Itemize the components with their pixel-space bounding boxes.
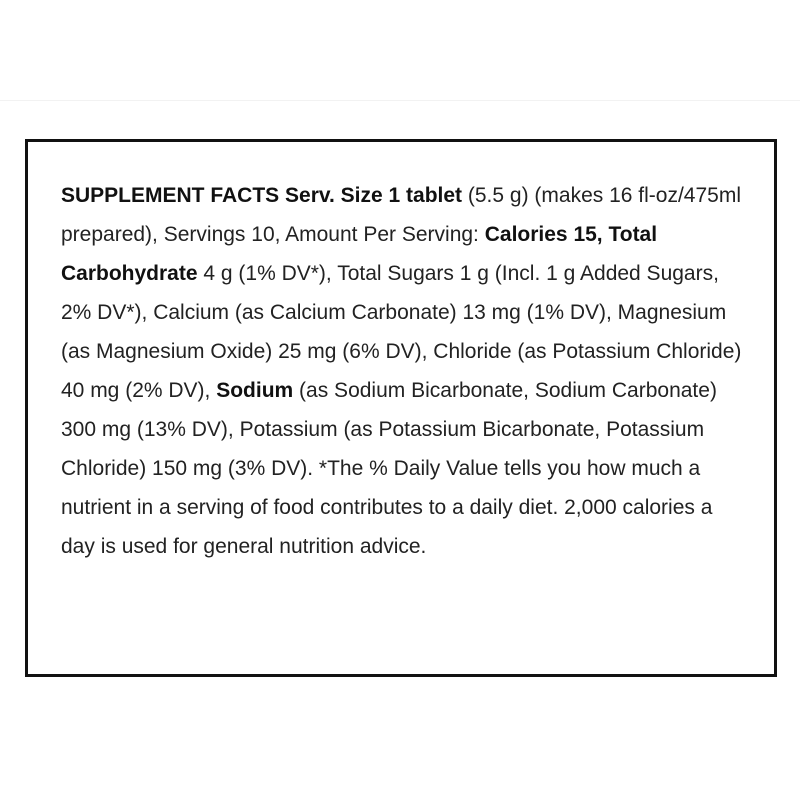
bold-text: SUPPLEMENT FACTS Serv. Size 1 tablet	[61, 184, 463, 207]
facts-box: SUPPLEMENT FACTS Serv. Size 1 tablet (5.…	[25, 139, 777, 677]
divider	[0, 100, 800, 101]
text: (5.5 g) (makes 16 fl-oz/475ml prepared),…	[61, 184, 741, 246]
bold-text: Sodium	[216, 379, 294, 402]
text: 4 g (1% DV*), Total Sugars 1 g (Incl. 1 …	[61, 262, 742, 402]
bold-text: Calories 15, Total Carbohydrate	[61, 223, 658, 285]
text: (as Sodium Bicarbonate, Sodium Carbonate…	[61, 379, 717, 558]
facts-text: SUPPLEMENT FACTS Serv. Size 1 tablet (5.…	[61, 176, 743, 566]
